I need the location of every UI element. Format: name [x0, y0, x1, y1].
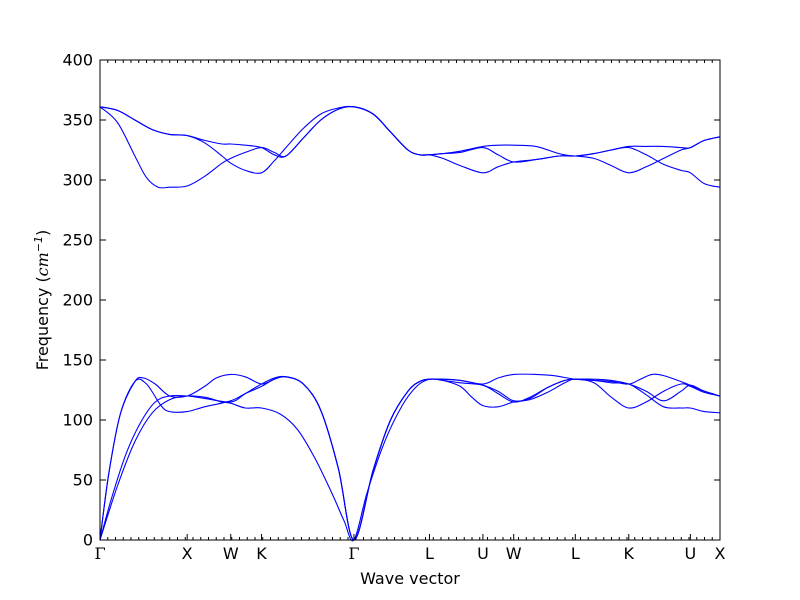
- band-lines: [99, 105, 721, 542]
- band-4: [99, 373, 721, 541]
- y-axis-title-exponent: −1: [32, 236, 45, 252]
- x-tick-label: K: [624, 544, 635, 563]
- x-tick-label: Γ: [348, 544, 359, 563]
- x-tick-label: Γ: [94, 544, 105, 563]
- x-tick-label: L: [571, 544, 580, 563]
- y-axis-ticks: 0 50 100 150 200 250 300 350 400: [62, 51, 720, 550]
- y-tick-label: 400: [62, 51, 93, 70]
- band-7: [99, 105, 721, 158]
- band-3: [99, 376, 721, 541]
- y-tick-label: 200: [62, 291, 93, 310]
- x-axis-title: Wave vector: [360, 569, 460, 588]
- x-tick-label: X: [715, 544, 726, 563]
- band-6: [99, 105, 721, 174]
- y-axis-title-close: ): [33, 230, 52, 236]
- plot-frame: [99, 59, 721, 541]
- y-tick-label: 350: [62, 111, 93, 130]
- x-tick-label: K: [256, 544, 267, 563]
- band-5: [99, 105, 721, 189]
- y-axis-title-unit: cm: [33, 252, 52, 276]
- y-tick-label: 0: [83, 531, 93, 550]
- x-tick-label: W: [506, 544, 522, 563]
- y-tick-label: 100: [62, 411, 93, 430]
- x-tick-label: W: [223, 544, 239, 563]
- band-1: [99, 378, 721, 542]
- x-tick-label: L: [425, 544, 434, 563]
- x-tick-label: X: [182, 544, 193, 563]
- band-2: [99, 375, 721, 541]
- y-tick-label: 50: [73, 471, 93, 490]
- y-tick-label: 150: [62, 351, 93, 370]
- y-tick-label: 300: [62, 171, 93, 190]
- y-axis-title-text: Frequency (: [33, 276, 52, 370]
- x-tick-label: U: [477, 544, 489, 563]
- y-axis-title: Frequency (cm−1): [32, 230, 53, 371]
- y-tick-label: 250: [62, 231, 93, 250]
- x-tick-label: U: [685, 544, 697, 563]
